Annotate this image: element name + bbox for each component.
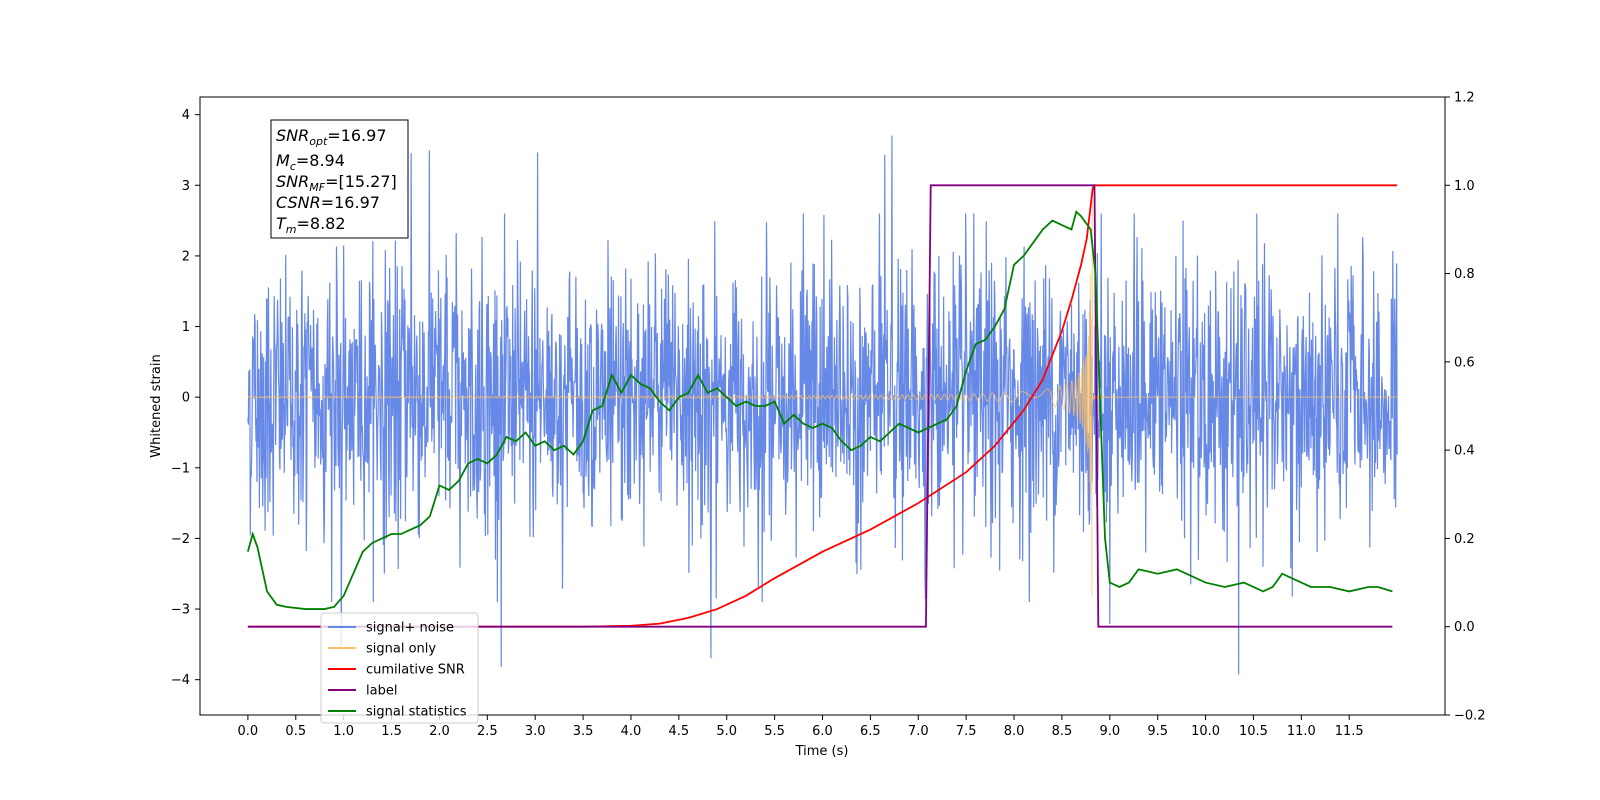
legend-item-label: cumilative SNR bbox=[366, 663, 465, 678]
x-tick-label: 10.5 bbox=[1239, 724, 1268, 739]
x-tick-label: 6.5 bbox=[860, 724, 881, 739]
legend-item-label: signal only bbox=[366, 642, 436, 657]
x-tick-label: 3.0 bbox=[525, 724, 546, 739]
series-label bbox=[247, 184, 1393, 628]
x-tick-label: 8.0 bbox=[1004, 724, 1025, 739]
x-tick-label: 5.5 bbox=[764, 724, 785, 739]
x-axis: 0.0 0.5 1.0 1.5 2.0 2.5 3.0 3.5 4.0 4.5 5.0 5.5 6.0 6… bbox=[238, 715, 1364, 739]
x-tick-label: 3.5 bbox=[573, 724, 594, 739]
info-box: SNRopt=16.97 Mc=8.94 SNRMF=[15.27] CSNR=… bbox=[270, 119, 409, 239]
x-tick-label: 9.0 bbox=[1099, 724, 1120, 739]
plot-area bbox=[247, 135, 1398, 675]
y-tick-label: 0 bbox=[182, 391, 190, 406]
y-tick-label: 1 bbox=[182, 320, 190, 335]
y2-tick-label: 0.2 bbox=[1454, 532, 1475, 547]
legend-item-label: signal+ noise bbox=[366, 621, 454, 636]
x-tick-label: 7.5 bbox=[956, 724, 977, 739]
x-tick-label: 6.0 bbox=[812, 724, 833, 739]
x-axis-label: Time (s) bbox=[795, 744, 849, 759]
y-axis-right: −0.2 0.0 0.2 0.4 0.6 0.8 1.0 1.2 bbox=[1445, 91, 1486, 724]
y-tick-label: −2 bbox=[171, 532, 190, 547]
x-tick-label: 9.5 bbox=[1147, 724, 1168, 739]
y-axis-label: Whitened strain bbox=[149, 354, 164, 457]
x-tick-label: 0.0 bbox=[238, 724, 259, 739]
y2-tick-label: 0.8 bbox=[1454, 267, 1475, 282]
y2-tick-label: 1.0 bbox=[1454, 179, 1475, 194]
y2-tick-label: 0.6 bbox=[1454, 355, 1475, 370]
y2-tick-label: 0.4 bbox=[1454, 444, 1475, 459]
y-tick-label: −4 bbox=[171, 673, 190, 688]
info-csnr: CSNR=16.97 bbox=[276, 193, 380, 212]
legend-frame bbox=[320, 612, 479, 724]
legend-item-label: label bbox=[366, 684, 397, 699]
y2-tick-label: 1.2 bbox=[1454, 91, 1475, 106]
x-tick-label: 8.5 bbox=[1052, 724, 1073, 739]
x-tick-label: 11.5 bbox=[1335, 724, 1364, 739]
series-signal-noise bbox=[247, 135, 1398, 675]
legend-item-label: signal statistics bbox=[366, 705, 467, 720]
x-tick-label: 7.0 bbox=[908, 724, 929, 739]
x-tick-label: 4.0 bbox=[621, 724, 642, 739]
info-box-frame bbox=[270, 119, 409, 239]
y2-tick-label: −0.2 bbox=[1454, 709, 1486, 724]
x-tick-label: 4.5 bbox=[669, 724, 690, 739]
x-tick-label: 1.0 bbox=[333, 724, 354, 739]
x-tick-label: 10.0 bbox=[1191, 724, 1220, 739]
info-tm: Tm=8.82 bbox=[276, 214, 346, 236]
info-mc: Mc=8.94 bbox=[276, 151, 345, 173]
x-tick-label: 2.5 bbox=[477, 724, 498, 739]
x-tick-label: 5.0 bbox=[716, 724, 737, 739]
info-snr-mf: SNRMF=[15.27] bbox=[276, 172, 397, 194]
y-tick-label: 3 bbox=[182, 179, 190, 194]
y-tick-label: −1 bbox=[171, 461, 190, 476]
series-signal-only bbox=[247, 190, 1398, 597]
y-tick-label: 4 bbox=[182, 108, 190, 123]
x-tick-label: 11.0 bbox=[1287, 724, 1316, 739]
y-axis-left: −4 −3 −2 −1 0 1 2 3 4 bbox=[171, 108, 200, 688]
info-snr-opt: SNRopt=16.97 bbox=[276, 126, 387, 148]
legend: signal+ noise signal only cumilative SNR la… bbox=[320, 612, 479, 724]
y-tick-label: −3 bbox=[171, 603, 190, 618]
x-tick-label: 0.5 bbox=[285, 724, 306, 739]
y2-tick-label: 0.0 bbox=[1454, 620, 1475, 635]
x-tick-label: 2.0 bbox=[429, 724, 450, 739]
y-tick-label: 2 bbox=[182, 249, 190, 264]
x-tick-label: 1.5 bbox=[381, 724, 402, 739]
series-signal-statistics bbox=[247, 210, 1393, 610]
series-cumilative-snr bbox=[247, 184, 1398, 628]
